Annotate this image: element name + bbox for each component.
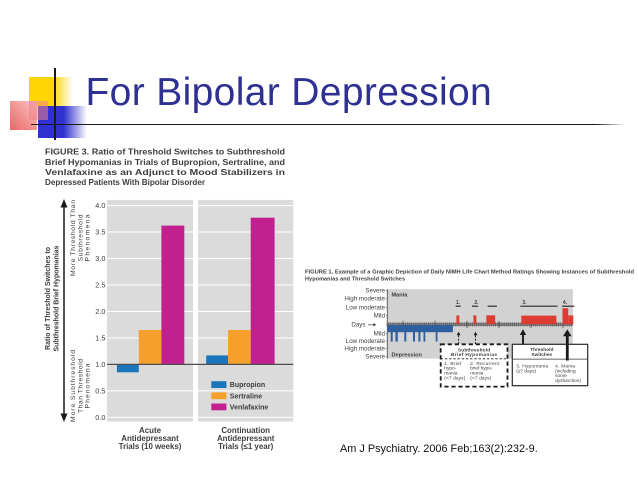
svg-text:2. Recurrent: 2. Recurrent [470, 361, 500, 367]
svg-text:brief hypo-: brief hypo- [470, 366, 492, 372]
svg-text:(<7 days): (<7 days) [444, 376, 465, 382]
svg-text:4.: 4. [563, 300, 568, 306]
svg-text:Hypomanias and Threshold Switc: Hypomanias and Threshold Switches [305, 276, 405, 282]
svg-text:Mild: Mild [374, 330, 386, 337]
svg-text:Venlafaxine: Venlafaxine [230, 405, 269, 412]
svg-text:Phenomena: Phenomena [85, 363, 92, 408]
svg-text:3.: 3. [522, 300, 527, 306]
svg-text:Subthreshold: Subthreshold [458, 347, 490, 353]
svg-text:Days: Days [351, 322, 365, 329]
svg-text:0.0: 0.0 [95, 413, 105, 422]
svg-text:FIGURE 1. Example of a Graphic: FIGURE 1. Example of a Graphic Depiction… [305, 270, 634, 276]
svg-text:Subthreshold Brief Hypomanias: Subthreshold Brief Hypomanias [54, 245, 61, 351]
svg-text:Trials (10 weeks): Trials (10 weeks) [119, 442, 182, 451]
svg-text:Bupropion: Bupropion [230, 382, 265, 389]
svg-text:Antidepressant: Antidepressant [121, 434, 179, 443]
svg-text:4.0: 4.0 [95, 201, 105, 210]
svg-text:More Subthreshold: More Subthreshold [70, 350, 77, 422]
svg-text:Brief Hypomanias in Trials of: Brief Hypomanias in Trials of Bupropion,… [45, 158, 285, 167]
svg-text:1.0: 1.0 [95, 360, 105, 369]
svg-text:Subthreshold: Subthreshold [77, 214, 84, 261]
svg-text:Mild: Mild [374, 312, 386, 319]
svg-text:Continuation: Continuation [221, 426, 270, 435]
svg-text:0.5: 0.5 [95, 386, 105, 395]
svg-text:(<7 days): (<7 days) [470, 376, 491, 382]
svg-text:1.5: 1.5 [95, 333, 105, 342]
svg-text:mania: mania [470, 371, 483, 377]
svg-text:Trials (≤1 year): Trials (≤1 year) [218, 442, 274, 451]
svg-text:More Threshold Than: More Threshold Than [70, 200, 77, 276]
svg-text:hypo-: hypo- [444, 366, 456, 372]
svg-text:Depressed Patients With Bipola: Depressed Patients With Bipolar Disorder [45, 178, 206, 187]
svg-text:Brief Hypomanias: Brief Hypomanias [451, 352, 497, 358]
svg-text:4. Mania: 4. Mania [555, 363, 575, 369]
svg-text:Low moderate: Low moderate [346, 304, 386, 311]
svg-text:Switches: Switches [531, 352, 552, 358]
svg-text:2.0: 2.0 [95, 307, 105, 316]
svg-text:3. Hypomania: 3. Hypomania [516, 363, 548, 369]
svg-text:FIGURE 3. Ratio of Threshold S: FIGURE 3. Ratio of Threshold Switches to… [45, 148, 285, 157]
svg-text:1.: 1. [456, 300, 461, 306]
svg-text:Severe: Severe [365, 353, 385, 360]
svg-text:Than Threshold: Than Threshold [77, 359, 84, 413]
svg-text:Acute: Acute [139, 426, 162, 435]
svg-text:2.: 2. [474, 300, 479, 306]
svg-text:High moderate: High moderate [344, 296, 385, 303]
svg-text:Severe: Severe [365, 288, 385, 295]
svg-text:Ratio of Threshold Switches to: Ratio of Threshold Switches to [45, 247, 52, 350]
svg-text:mania: mania [444, 371, 457, 377]
svg-text:dysfunction): dysfunction) [555, 378, 581, 384]
svg-text:Depression: Depression [392, 352, 423, 358]
svg-text:3.0: 3.0 [95, 254, 105, 263]
svg-text:High moderate: High moderate [344, 346, 385, 353]
svg-text:1. Brief: 1. Brief [444, 361, 462, 367]
svg-text:(≥7 days): (≥7 days) [516, 368, 536, 374]
svg-text:some: some [555, 374, 567, 379]
svg-text:(including: (including [555, 368, 576, 374]
svg-text:Phenomena: Phenomena [85, 214, 92, 261]
svg-text:Venlafaxine as an Adjunct to M: Venlafaxine as an Adjunct to Mood Stabil… [45, 168, 285, 177]
svg-text:2.5: 2.5 [95, 280, 105, 289]
svg-text:Sertraline: Sertraline [230, 393, 262, 400]
svg-text:Mania: Mania [392, 293, 409, 299]
svg-text:Threshold: Threshold [530, 347, 553, 353]
svg-text:Antidepressant: Antidepressant [217, 434, 275, 443]
svg-text:Low moderate: Low moderate [346, 338, 386, 345]
svg-text:3.5: 3.5 [95, 227, 105, 236]
